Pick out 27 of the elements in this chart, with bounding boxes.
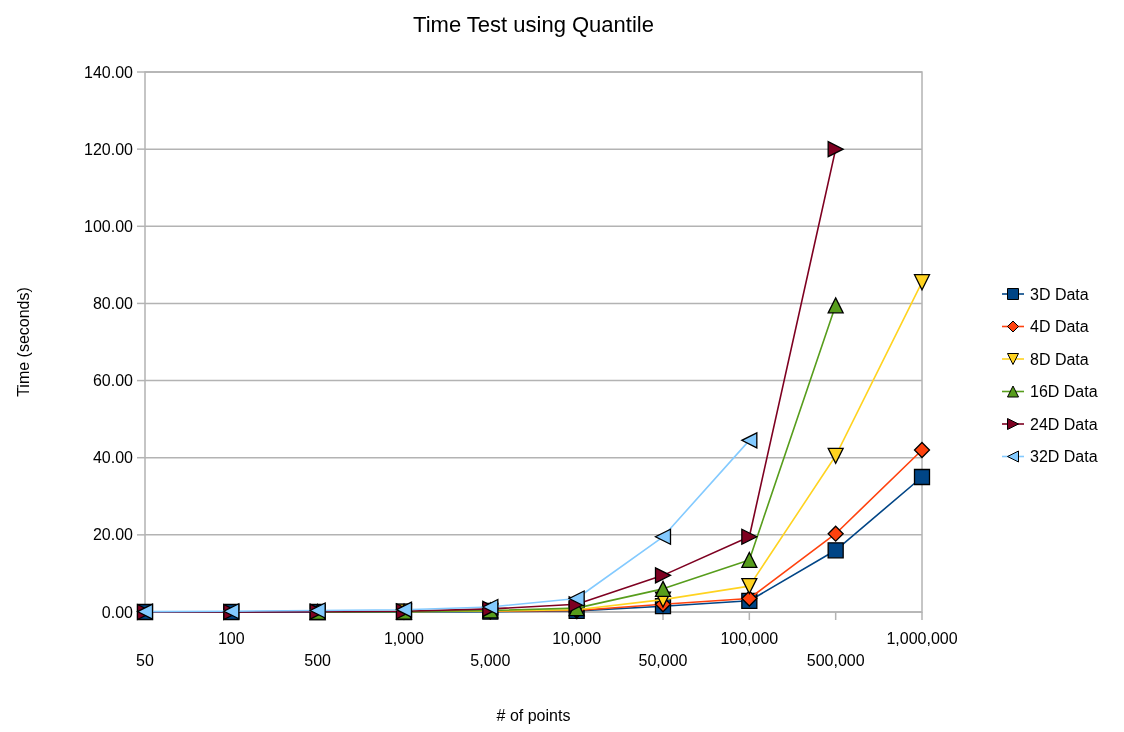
y-tick-label: 100.00 — [84, 217, 134, 235]
y-tick-label: 20.00 — [92, 526, 134, 544]
x-tick-label: 100 — [217, 630, 245, 647]
x-tick-label: 500,000 — [806, 652, 865, 669]
legend-label: 3D Data — [1030, 285, 1089, 303]
y-tick-label: 80.00 — [92, 295, 134, 313]
x-axis-title: # of points — [496, 707, 571, 724]
x-tick-label: 1,000,000 — [886, 630, 958, 647]
x-tick-label: 1,000 — [383, 630, 425, 647]
y-tick-label: 60.00 — [92, 372, 134, 390]
y-tick-label: 0.00 — [101, 603, 134, 621]
legend-label: 8D Data — [1030, 350, 1089, 368]
y-tick-label: 120.00 — [84, 140, 134, 158]
legend-label: 24D Data — [1030, 415, 1098, 433]
x-tick-label: 100,000 — [720, 630, 779, 647]
y-tick-label: 140.00 — [84, 63, 134, 81]
legend-label: 32D Data — [1030, 448, 1098, 466]
y-tick-label: 40.00 — [92, 449, 134, 467]
legend-label: 4D Data — [1030, 318, 1089, 336]
x-tick-label: 500 — [304, 652, 332, 669]
legend-label: 16D Data — [1030, 383, 1098, 401]
x-tick-label: 50 — [136, 652, 154, 669]
chart-title: Time Test using Quantile — [413, 12, 654, 37]
x-tick-label: 5,000 — [470, 652, 511, 669]
y-axis-title: Time (seconds) — [15, 287, 32, 397]
x-tick-label: 50,000 — [638, 652, 688, 669]
x-tick-label: 10,000 — [552, 630, 602, 647]
